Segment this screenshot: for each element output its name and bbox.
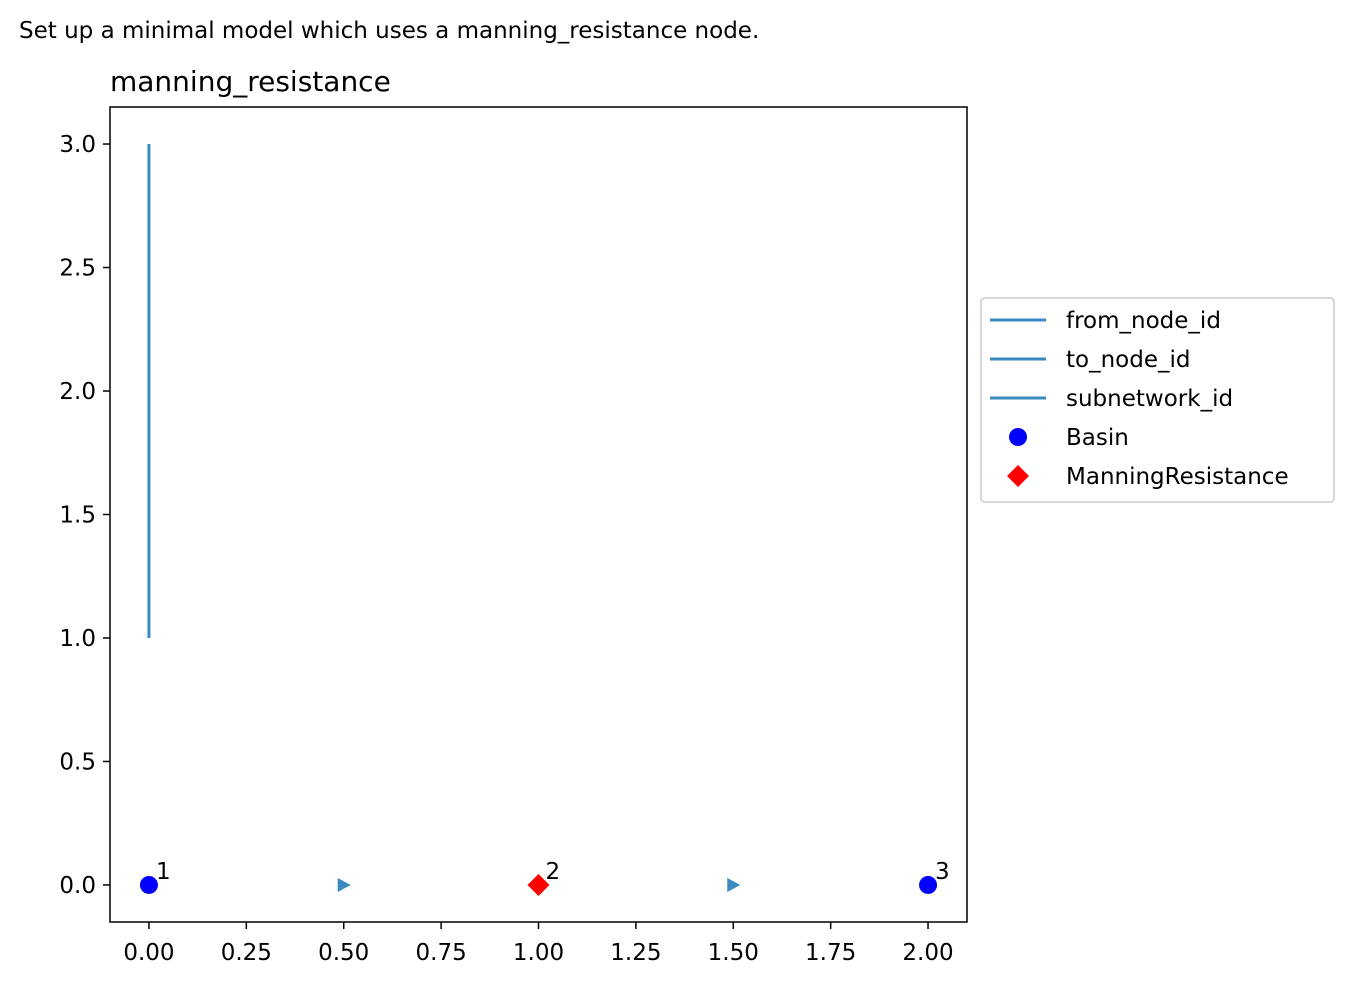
y-tick-label: 2.0 <box>59 379 96 405</box>
y-tick-label: 0.5 <box>59 749 96 775</box>
legend-label: subnetwork_id <box>1066 386 1233 412</box>
node-id-label: 2 <box>546 859 561 885</box>
node-id-label: 1 <box>156 859 171 885</box>
chart-title: manning_resistance <box>110 65 391 98</box>
x-tick-label: 0.00 <box>123 940 174 966</box>
manning-resistance-point <box>527 873 550 896</box>
legend-label: ManningResistance <box>1066 464 1289 490</box>
edge-direction-marker <box>337 877 351 892</box>
legend-label: from_node_id <box>1066 308 1221 334</box>
legend: from_node_id to_node_id subnetwork_id Basin… <box>980 297 1335 503</box>
y-tick-label: 3.0 <box>59 132 96 158</box>
legend-label: to_node_id <box>1066 347 1190 373</box>
legend-box <box>980 297 1335 503</box>
legend-circle-swatch <box>1009 428 1027 446</box>
y-tick-label: 1.0 <box>59 626 96 652</box>
legend-diamond-swatch <box>1007 465 1029 487</box>
y-tick-label: 1.5 <box>59 503 96 529</box>
x-axis: 0.00 0.25 0.50 0.75 1.00 1.25 1.50 1.75 2.00 <box>123 922 954 966</box>
edge-direction-marker <box>727 877 741 892</box>
x-tick-label: 0.50 <box>318 940 369 966</box>
x-tick-label: 1.25 <box>610 940 661 966</box>
x-tick-label: 0.75 <box>416 940 467 966</box>
x-tick-label: 2.00 <box>902 940 953 966</box>
y-tick-label: 2.5 <box>59 256 96 282</box>
x-tick-label: 1.75 <box>805 940 856 966</box>
node-id-label: 3 <box>935 859 950 885</box>
basin-point <box>919 875 938 894</box>
figure-caption: Set up a minimal model which uses a mann… <box>19 18 759 44</box>
x-tick-label: 0.25 <box>221 940 272 966</box>
x-tick-label: 1.00 <box>513 940 564 966</box>
data-layer: 1 3 2 <box>139 144 950 896</box>
y-tick-label: 0.0 <box>59 873 96 899</box>
basin-point <box>139 875 158 894</box>
y-axis: 0.0 0.5 1.0 1.5 2.0 2.5 3.0 <box>59 132 110 899</box>
plot-area <box>110 107 967 922</box>
legend-label: Basin <box>1066 425 1129 451</box>
x-tick-label: 1.50 <box>708 940 759 966</box>
